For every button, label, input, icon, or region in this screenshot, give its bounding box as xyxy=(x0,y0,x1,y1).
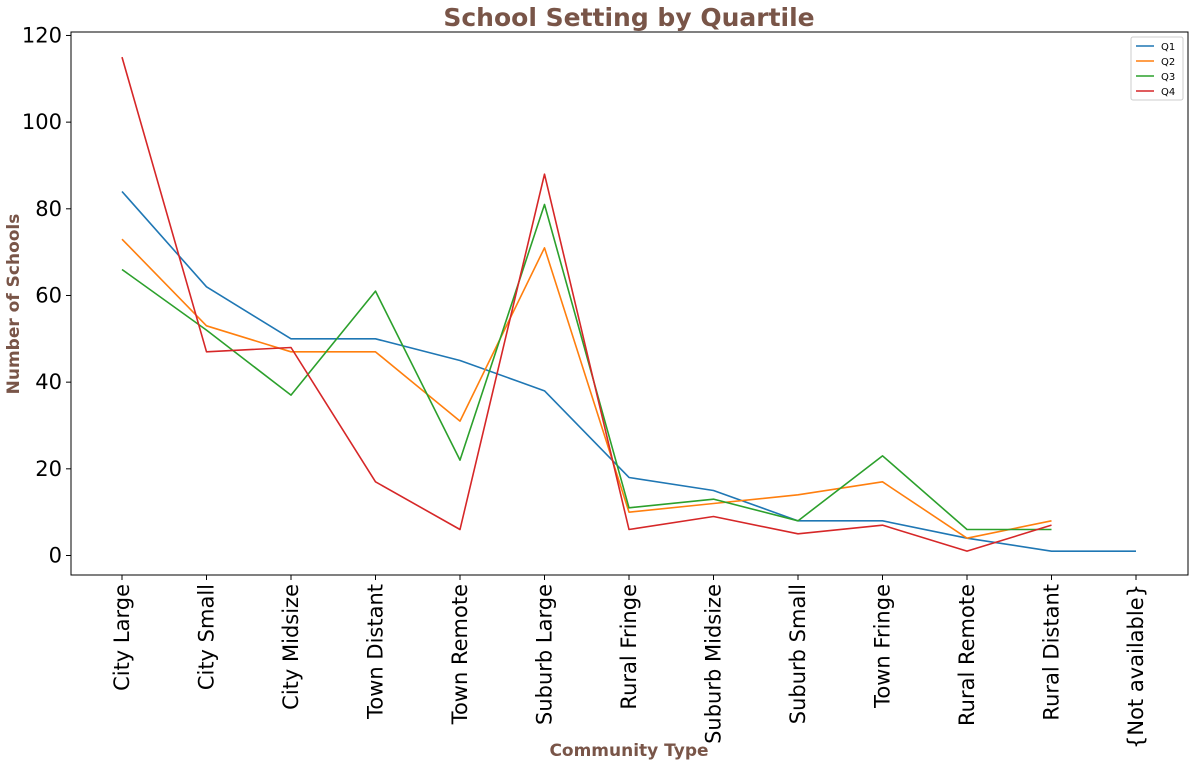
x-tick-label: City Small xyxy=(195,584,219,690)
plot-area: 0 20 40 60 80 100 120 City Large City Small City … xyxy=(22,23,1189,749)
legend-label-q3: Q3 xyxy=(1161,72,1175,83)
series-line-q1 xyxy=(121,190,1136,552)
chart-title: School Setting by Quartile xyxy=(443,3,814,32)
x-tick-label: Rural Fringe xyxy=(617,584,641,710)
y-tick-label: 100 xyxy=(22,110,62,134)
x-tick-label: Rural Distant xyxy=(1040,584,1064,721)
series-line-q3 xyxy=(121,203,1052,531)
x-tick-label: Town Distant xyxy=(364,584,388,720)
y-tick-label: 80 xyxy=(35,197,62,221)
y-tick-label: 60 xyxy=(35,283,62,307)
x-tick-label: City Large xyxy=(110,584,134,691)
x-tick-label: City Midsize xyxy=(279,584,303,710)
x-axis-label: Community Type xyxy=(549,741,708,761)
y-tick-label: 40 xyxy=(35,370,62,394)
legend: Q1 Q2 Q3 Q4 xyxy=(1130,36,1184,101)
x-tick-label: Suburb Midsize xyxy=(702,584,726,744)
plot-frame xyxy=(70,31,1189,576)
legend-label-q2: Q2 xyxy=(1161,57,1175,68)
legend-label-q4: Q4 xyxy=(1161,87,1175,98)
x-tick-label: Town Fringe xyxy=(871,584,895,709)
x-tick-label: Rural Remote xyxy=(955,584,979,726)
y-tick-label: 120 xyxy=(22,23,62,47)
x-tick-label: Suburb Large xyxy=(533,584,557,725)
x-tick-label: Suburb Small xyxy=(786,584,810,724)
y-tick-label: 0 xyxy=(49,543,62,567)
y-axis-label: Number of Schools xyxy=(4,214,24,395)
legend-label-q1: Q1 xyxy=(1161,42,1175,53)
x-tick-label: {Not available} xyxy=(1124,584,1148,749)
x-tick-label: Town Remote xyxy=(448,584,472,725)
series-line-q4 xyxy=(121,56,1052,552)
series-line-q2 xyxy=(121,238,1052,539)
legend-box xyxy=(1130,36,1184,101)
y-tick-label: 20 xyxy=(35,457,62,481)
